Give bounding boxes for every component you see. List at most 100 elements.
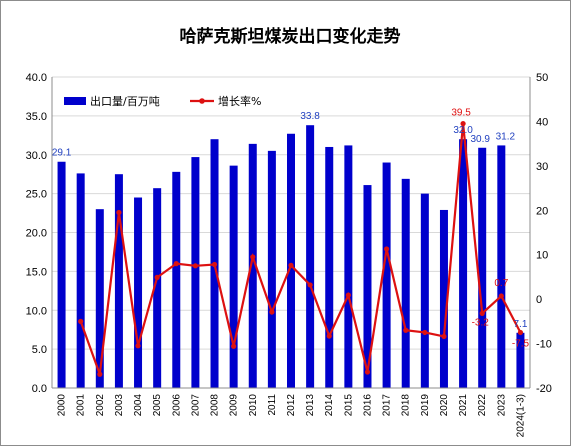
x-tick-label: 2009 xyxy=(229,394,240,417)
y-left-tick-label: 15.0 xyxy=(26,266,47,278)
bar xyxy=(516,332,525,388)
x-tick-label: 2024(1-3) xyxy=(515,394,526,437)
y-left-tick-label: 25.0 xyxy=(26,189,47,201)
x-tick-label: 2023 xyxy=(496,394,507,417)
bar xyxy=(191,157,200,388)
bar xyxy=(172,171,181,388)
y-right-tick-label: -20 xyxy=(536,383,552,395)
line-point xyxy=(250,254,256,260)
x-tick-label: 2000 xyxy=(57,394,68,417)
line-point xyxy=(460,121,466,127)
x-tick-label: 2013 xyxy=(305,394,316,417)
bar xyxy=(134,197,143,388)
legend-line-label: 增长率% xyxy=(218,94,261,108)
y-left-tick-label: 10.0 xyxy=(26,305,47,317)
bar xyxy=(478,147,487,388)
line-point xyxy=(403,327,409,333)
bar xyxy=(401,178,410,388)
x-tick-label: 2021 xyxy=(458,394,469,417)
line-point xyxy=(135,343,141,349)
legend-line-marker xyxy=(199,98,205,104)
line-point xyxy=(192,263,198,269)
line-point xyxy=(173,261,179,267)
line-point xyxy=(211,261,218,268)
line-point xyxy=(441,333,447,340)
bar xyxy=(76,173,85,388)
x-tick-label: 2011 xyxy=(267,394,278,416)
x-tick-label: 2020 xyxy=(439,394,450,417)
y-right-tick-label: 40 xyxy=(536,116,548,128)
x-tick-label: 2019 xyxy=(420,394,431,417)
x-tick-label: 2004 xyxy=(133,394,144,417)
x-tick-label: 2003 xyxy=(114,394,125,417)
bar-value-label: 7.1 xyxy=(513,319,527,330)
x-tick-label: 2012 xyxy=(286,394,297,417)
x-tick-label: 2005 xyxy=(152,394,163,417)
bar xyxy=(325,146,334,388)
y-left-tick-label: 0.0 xyxy=(32,383,47,395)
x-tick-label: 2022 xyxy=(477,394,488,417)
line-point xyxy=(288,262,294,268)
bar xyxy=(439,209,448,388)
bar xyxy=(95,209,104,388)
line-point xyxy=(154,274,160,280)
line-value-label: 0.7 xyxy=(494,278,508,289)
x-tick-label: 2017 xyxy=(382,394,393,417)
line-value-label: 39.5 xyxy=(451,108,471,119)
growth-line xyxy=(79,123,522,375)
line-point xyxy=(422,329,428,336)
legend: 出口量/百万吨 增长率% xyxy=(64,94,261,108)
bar-value-label: 32.0 xyxy=(453,125,473,136)
legend-bar-swatch xyxy=(64,97,86,105)
bar xyxy=(153,188,162,388)
line-point xyxy=(78,318,84,324)
line-point xyxy=(498,293,504,299)
y-left-tick-label: 30.0 xyxy=(26,150,47,162)
bar xyxy=(287,133,295,388)
bar xyxy=(363,185,372,388)
bar xyxy=(57,161,66,388)
line-point xyxy=(97,371,103,377)
bar xyxy=(306,125,315,388)
x-tick-label: 2001 xyxy=(76,394,87,417)
bar xyxy=(229,165,238,388)
bar-value-label: 31.2 xyxy=(496,131,516,142)
bar-value-label: 33.8 xyxy=(300,111,320,122)
line-point xyxy=(231,343,237,349)
bar xyxy=(114,174,123,388)
bar xyxy=(382,162,391,388)
y-left-tick-label: 40.0 xyxy=(26,72,47,84)
line-series xyxy=(78,121,524,377)
bar xyxy=(248,143,257,388)
y-right-tick-label: 50 xyxy=(536,72,548,84)
bar-value-label: 30.9 xyxy=(470,134,490,145)
line-point xyxy=(364,369,371,375)
x-tick-label: 2002 xyxy=(95,394,106,417)
bar xyxy=(420,193,429,388)
y-left-tick-label: 35.0 xyxy=(26,111,47,123)
y-right-tick-label: 10 xyxy=(536,250,548,262)
chart-title: 哈萨克斯坦煤炭出口变化走势 xyxy=(180,26,401,47)
bar xyxy=(267,150,276,388)
y-right-tick-label: 30 xyxy=(536,161,548,173)
y-right-tick-label: -10 xyxy=(536,339,552,351)
x-tick-label: 2018 xyxy=(401,394,412,417)
legend-bar-label: 出口量/百万吨 xyxy=(90,94,160,108)
bar xyxy=(344,145,353,388)
y-left-tick-label: 20.0 xyxy=(26,228,47,240)
x-tick-label: 2016 xyxy=(362,394,373,417)
x-tick-label: 2007 xyxy=(190,394,201,417)
line-point xyxy=(326,333,332,339)
axes: 0.0 5.0 10.0 15.0 20.0 25.0 30.0 35.0 40.0 -20 -10… xyxy=(26,72,552,437)
line-point xyxy=(345,292,351,298)
x-tick-label: 2015 xyxy=(343,394,354,417)
line-point xyxy=(479,310,485,316)
bar-value-label: 29.1 xyxy=(52,148,72,159)
line-point xyxy=(307,282,313,288)
bar xyxy=(459,139,468,388)
line-point xyxy=(384,246,390,252)
x-tick-label: 2014 xyxy=(324,394,335,417)
line-point xyxy=(116,209,122,216)
